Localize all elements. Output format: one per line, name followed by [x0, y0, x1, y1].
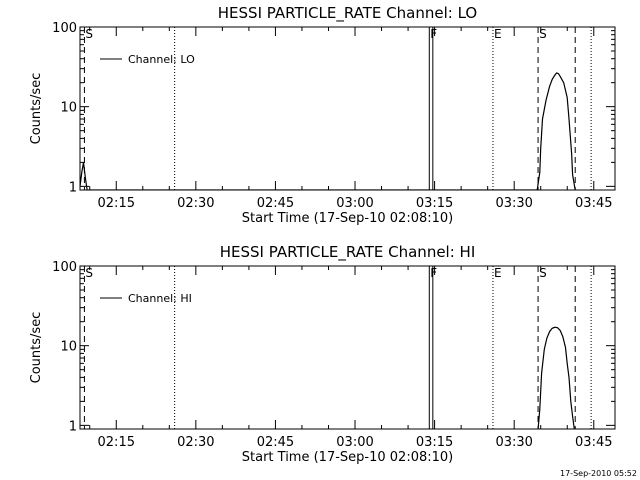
- chart-panel-1: HESSI PARTICLE_RATE Channel: LO 02:15 02:3…: [29, 4, 616, 226]
- x-tick-label: 03:15: [416, 435, 453, 450]
- y-tick-label: 1: [69, 180, 77, 195]
- x-tick-label: 03:00: [336, 435, 373, 450]
- plot-frame: [79, 265, 616, 430]
- x-tick-label: 02:45: [257, 196, 294, 211]
- y-tick-label: 1: [69, 419, 77, 434]
- event-marker-label: S: [85, 266, 93, 280]
- x-tick-label: 03:45: [575, 435, 612, 450]
- event-marker-label: S: [85, 27, 93, 41]
- event-marker-label: S: [539, 27, 547, 41]
- event-marker-label: E: [494, 27, 502, 41]
- x-tick-label: 03:15: [416, 196, 453, 211]
- plot-frame: [79, 26, 616, 191]
- series-line: [537, 326, 575, 429]
- x-axis-label: Start Time (17-Sep-10 02:08:10): [242, 450, 453, 465]
- x-tick-label: 02:30: [177, 196, 214, 211]
- legend-label: Channel: LO: [128, 53, 195, 66]
- chart-title: HESSI PARTICLE_RATE Channel: HI: [220, 243, 476, 262]
- event-marker-label: F: [430, 27, 437, 41]
- x-tick-label: 02:15: [98, 435, 135, 450]
- y-tick-label: 10: [60, 101, 77, 116]
- legend-label: Channel: HI: [128, 292, 192, 305]
- x-tick-label: 02:30: [177, 435, 214, 450]
- y-axis-label: Counts/sec: [29, 312, 44, 384]
- x-tick-label: 02:45: [257, 435, 294, 450]
- chart-title: HESSI PARTICLE_RATE Channel: LO: [218, 4, 477, 23]
- event-marker-label: E: [494, 266, 502, 280]
- event-marker-label: S: [539, 266, 547, 280]
- x-axis-label: Start Time (17-Sep-10 02:08:10): [242, 211, 453, 226]
- chart-panel-2: HESSI PARTICLE_RATE Channel: HI 02:15 02:3…: [29, 243, 616, 465]
- x-tick-label: 02:15: [98, 196, 135, 211]
- y-axis-label: Counts/sec: [29, 73, 44, 145]
- event-marker-label: F: [430, 266, 437, 280]
- y-tick-label: 100: [52, 260, 77, 275]
- y-tick-label: 100: [52, 21, 77, 36]
- series-line: [80, 72, 576, 190]
- x-tick-label: 03:30: [495, 196, 532, 211]
- y-tick-label: 10: [60, 340, 77, 355]
- x-tick-label: 03:30: [495, 435, 532, 450]
- x-tick-label: 03:00: [336, 196, 373, 211]
- x-tick-label: 03:45: [575, 196, 612, 211]
- timestamp-footer: 17-Sep-2010 05:52: [560, 469, 637, 478]
